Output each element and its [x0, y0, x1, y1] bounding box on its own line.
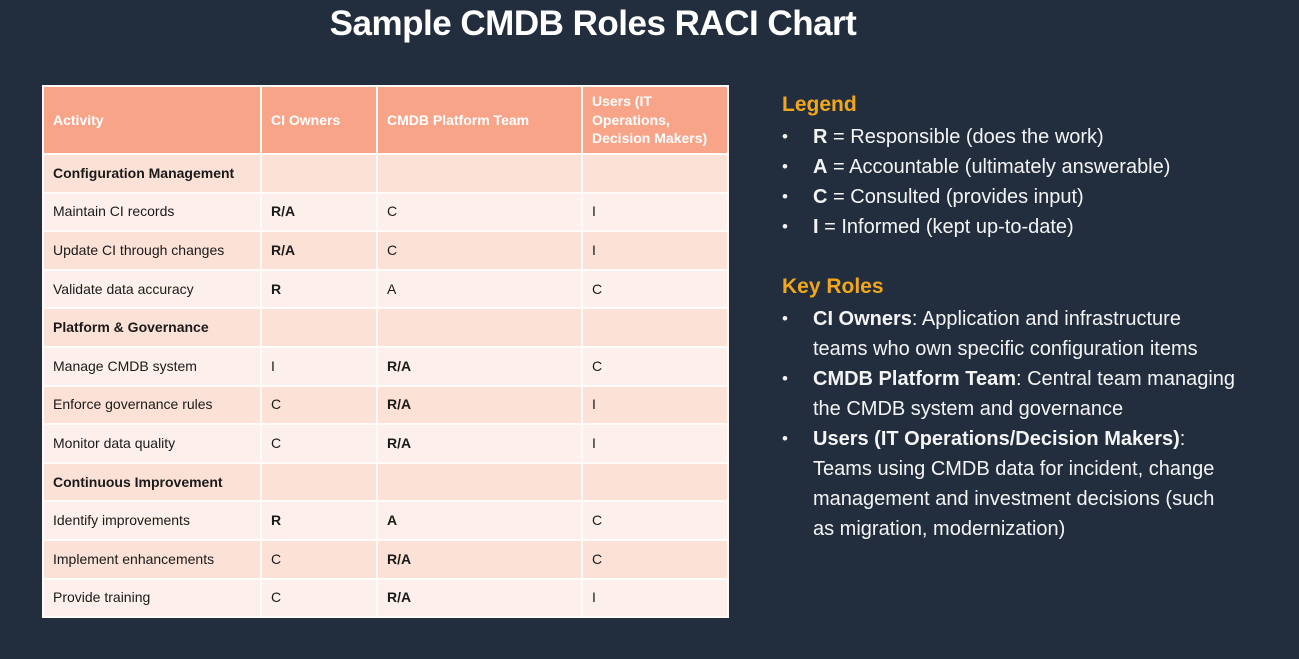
table-row: Implement enhancements C R/A C — [42, 538, 729, 580]
table-row: Maintain CI records R/A C I — [42, 191, 729, 233]
activity-cell: Manage CMDB system — [42, 345, 262, 387]
table-row-section: Platform & Governance — [42, 307, 729, 348]
raci-cell: A — [376, 268, 583, 310]
key-role-item: • CI Owners: Application and infrastruct… — [782, 304, 1252, 364]
raci-cell: R/A — [376, 345, 583, 387]
raci-cell: R — [260, 268, 378, 310]
legend-item: • I = Informed (kept up-to-date) — [782, 212, 1252, 242]
table-row: Manage CMDB system I R/A C — [42, 345, 729, 387]
activity-cell: Implement enhancements — [42, 538, 262, 580]
activity-cell: Enforce governance rules — [42, 384, 262, 426]
bullet-icon: • — [782, 127, 788, 146]
raci-cell: R — [260, 500, 378, 541]
raci-cell — [376, 461, 583, 503]
raci-cell: R/A — [376, 384, 583, 426]
raci-cell: R/A — [260, 230, 378, 271]
raci-cell — [260, 461, 378, 503]
raci-cell: C — [260, 577, 378, 619]
column-header-ci-owners: CI Owners — [260, 85, 378, 155]
legend-item: • A = Accountable (ultimately answerable… — [782, 152, 1252, 182]
activity-cell: Identify improvements — [42, 500, 262, 541]
raci-cell: I — [581, 384, 729, 426]
table-row: Update CI through changes R/A C I — [42, 230, 729, 271]
raci-cell: A — [376, 500, 583, 541]
activity-cell: Monitor data quality — [42, 423, 262, 464]
raci-cell — [581, 153, 729, 194]
raci-cell: C — [581, 538, 729, 580]
table-body: Configuration Management Maintain CI rec… — [42, 153, 729, 619]
activity-cell: Maintain CI records — [42, 191, 262, 233]
raci-table-container: Activity CI Owners CMDB Platform Team Us… — [42, 85, 729, 619]
raci-cell: C — [581, 345, 729, 387]
legend-item-text: C = Consulted (provides input) — [813, 186, 1084, 208]
activity-cell: Provide training — [42, 577, 262, 619]
column-header-users: Users (IT Operations, Decision Makers) — [581, 85, 729, 155]
key-role-item: • Users (IT Operations/Decision Makers):… — [782, 424, 1252, 544]
raci-cell: C — [260, 538, 378, 580]
table-row: Monitor data quality C R/A I — [42, 423, 729, 464]
table-header: Activity CI Owners CMDB Platform Team Us… — [42, 85, 729, 155]
activity-cell: Platform & Governance — [42, 307, 262, 348]
legend-item: • R = Responsible (does the work) — [782, 122, 1252, 152]
raci-cell: R/A — [260, 191, 378, 233]
table-row: Identify improvements R A C — [42, 500, 729, 541]
raci-cell — [260, 153, 378, 194]
activity-cell: Validate data accuracy — [42, 268, 262, 310]
raci-cell: C — [581, 268, 729, 310]
raci-cell: R/A — [376, 538, 583, 580]
legend-list: • R = Responsible (does the work) • A = … — [782, 122, 1252, 242]
legend-heading: Legend — [782, 93, 857, 116]
table-row-section: Continuous Improvement — [42, 461, 729, 503]
raci-cell — [376, 153, 583, 194]
raci-table: Activity CI Owners CMDB Platform Team Us… — [42, 85, 729, 619]
table-row: Provide training C R/A I — [42, 577, 729, 619]
legend-item-text: I = Informed (kept up-to-date) — [813, 216, 1074, 238]
raci-cell: C — [260, 384, 378, 426]
activity-cell: Continuous Improvement — [42, 461, 262, 503]
column-header-platform-team: CMDB Platform Team — [376, 85, 583, 155]
legend-item-text: R = Responsible (does the work) — [813, 126, 1104, 148]
bullet-icon: • — [782, 369, 788, 388]
legend-item: • C = Consulted (provides input) — [782, 182, 1252, 212]
table-header-row: Activity CI Owners CMDB Platform Team Us… — [42, 85, 729, 155]
table-row: Validate data accuracy R A C — [42, 268, 729, 310]
bullet-icon: • — [782, 429, 788, 448]
raci-cell: C — [260, 423, 378, 464]
raci-cell — [581, 307, 729, 348]
key-role-item-text: CMDB Platform Team: Central team managin… — [813, 368, 1236, 420]
key-role-item-text: CI Owners: Application and infrastructur… — [813, 308, 1198, 360]
raci-cell: R/A — [376, 423, 583, 464]
legend-item-text: A = Accountable (ultimately answerable) — [813, 156, 1171, 178]
table-row-section: Configuration Management — [42, 153, 729, 194]
raci-cell: C — [376, 191, 583, 233]
key-roles-heading: Key Roles — [782, 275, 884, 298]
table-row: Enforce governance rules C R/A I — [42, 384, 729, 426]
raci-cell — [376, 307, 583, 348]
activity-cell: Update CI through changes — [42, 230, 262, 271]
key-role-item-text: Users (IT Operations/Decision Makers): T… — [813, 428, 1215, 540]
raci-cell: I — [581, 423, 729, 464]
bullet-icon: • — [782, 187, 788, 206]
raci-cell: I — [581, 230, 729, 271]
bullet-icon: • — [782, 309, 788, 328]
info-panel: Legend • R = Responsible (does the work)… — [782, 90, 1252, 544]
raci-cell: I — [581, 577, 729, 619]
raci-cell: I — [260, 345, 378, 387]
key-role-item: • CMDB Platform Team: Central team manag… — [782, 364, 1252, 424]
key-roles-list: • CI Owners: Application and infrastruct… — [782, 304, 1252, 544]
bullet-icon: • — [782, 157, 788, 176]
raci-cell: C — [581, 500, 729, 541]
raci-cell: I — [581, 191, 729, 233]
page-title: Sample CMDB Roles RACI Chart — [329, 4, 857, 43]
raci-cell — [581, 461, 729, 503]
raci-cell — [260, 307, 378, 348]
bullet-icon: • — [782, 217, 788, 236]
raci-cell: C — [376, 230, 583, 271]
raci-cell: R/A — [376, 577, 583, 619]
activity-cell: Configuration Management — [42, 153, 262, 194]
column-header-activity: Activity — [42, 85, 262, 155]
